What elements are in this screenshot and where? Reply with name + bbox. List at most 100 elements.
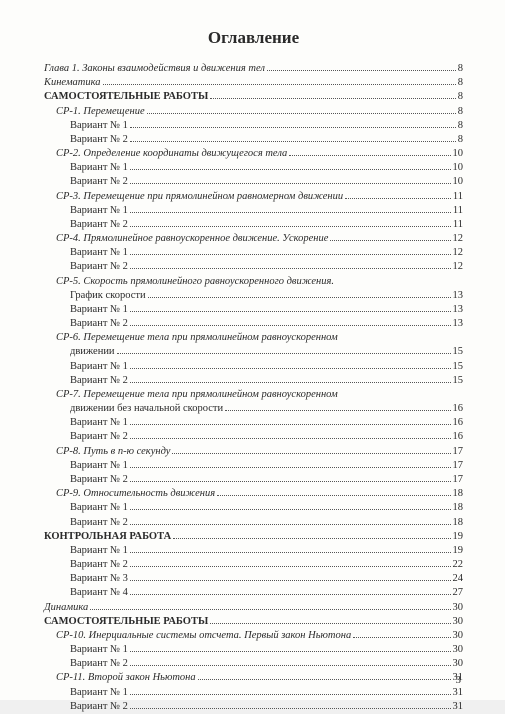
toc-dots — [289, 155, 450, 156]
toc-label: Вариант № 2 — [44, 473, 128, 487]
toc-dots — [130, 311, 451, 312]
toc-line: Вариант № 2 15 — [44, 374, 463, 388]
toc-label: СР-2. Определение координаты движущегося… — [44, 147, 287, 161]
toc-page: 19 — [453, 544, 464, 558]
toc-label: Вариант № 2 — [44, 374, 128, 388]
toc-line: Вариант № 110 — [44, 161, 463, 175]
toc-line: Вариант № 212 — [44, 260, 463, 274]
toc-line: Вариант № 213 — [44, 317, 463, 331]
toc-dots — [173, 538, 450, 539]
toc-dots — [130, 368, 451, 369]
toc-label: Вариант № 1 — [44, 544, 128, 558]
toc-dots — [147, 113, 456, 114]
toc-dots — [130, 594, 451, 595]
toc-label: СР-10. Инерциальные системы отсчета. Пер… — [44, 629, 351, 643]
toc-page: 16 — [453, 402, 464, 416]
toc-label: Вариант № 1 — [44, 303, 128, 317]
toc-dots — [210, 623, 450, 624]
toc-label: Вариант № 1 — [44, 119, 128, 133]
toc-label: СР-1. Перемещение — [44, 105, 145, 119]
toc-label: СР-3. Перемещение при прямолинейном равн… — [44, 190, 343, 204]
toc-label: КОНТРОЛЬНАЯ РАБОТА — [44, 530, 171, 544]
toc-line: Вариант № 111 — [44, 204, 463, 218]
toc-line: Кинематика 8 — [44, 76, 463, 90]
toc-line: СР-9. Относительность движения 18 — [44, 487, 463, 501]
toc-label: САМОСТОЯТЕЛЬНЫЕ РАБОТЫ — [44, 615, 208, 629]
toc-page: 18 — [453, 501, 464, 515]
toc-label: Вариант № 1 — [44, 643, 128, 657]
toc-page: 8 — [458, 90, 463, 104]
toc-line: Вариант № 18 — [44, 119, 463, 133]
toc-label: движении — [44, 345, 115, 359]
toc-dots — [130, 467, 451, 468]
toc-page: 13 — [453, 289, 464, 303]
toc-line: СР-3. Перемещение при прямолинейном равн… — [44, 190, 463, 204]
toc-dots — [103, 84, 456, 85]
toc-page: 13 — [453, 303, 464, 317]
toc-line: Вариант № 427 — [44, 586, 463, 600]
toc-dots — [345, 198, 451, 199]
toc-line: Вариант № 28 — [44, 133, 463, 147]
toc-label: Вариант № 2 — [44, 657, 128, 671]
toc-dots — [148, 297, 451, 298]
toc-line: Вариант № 1 19 — [44, 544, 463, 558]
toc-line: Вариант № 231 — [44, 700, 463, 714]
toc-dots — [130, 665, 451, 666]
toc-page: 15 — [453, 345, 464, 359]
toc-line: Вариант № 1 17 — [44, 459, 463, 473]
toc-line: Вариант № 131 — [44, 686, 463, 700]
toc-dots — [198, 679, 451, 680]
toc-line: СР-4. Прямолинейное равноускоренное движ… — [44, 232, 463, 246]
toc-label: Вариант № 1 — [44, 459, 128, 473]
toc-page: 30 — [453, 615, 464, 629]
toc-dots — [117, 353, 451, 354]
toc-page: 13 — [453, 317, 464, 331]
toc-dots — [130, 566, 451, 567]
toc-dots — [130, 183, 451, 184]
toc-page: 15 — [453, 374, 464, 388]
toc-dots — [353, 637, 450, 638]
toc-line: Вариант № 116 — [44, 416, 463, 430]
toc-dots — [130, 141, 456, 142]
toc-dots — [225, 410, 450, 411]
toc-label: Кинематика — [44, 76, 101, 90]
toc-label: Вариант № 3 — [44, 572, 128, 586]
toc-page: 12 — [453, 246, 464, 260]
toc-line: Вариант № 1 18 — [44, 501, 463, 515]
toc-line: СР-6. Перемещение тела при прямолинейном… — [44, 331, 463, 345]
toc-label: САМОСТОЯТЕЛЬНЫЕ РАБОТЫ — [44, 90, 208, 104]
toc-page: 8 — [458, 62, 463, 76]
toc-page: 10 — [453, 175, 464, 189]
toc-page: 12 — [453, 260, 464, 274]
toc-page: 8 — [458, 76, 463, 90]
toc-label: СР-9. Относительность движения — [44, 487, 215, 501]
toc-dots — [130, 438, 451, 439]
toc-page: 15 — [453, 360, 464, 374]
toc-dots — [130, 509, 451, 510]
toc-dots — [130, 651, 451, 652]
toc-line: СР-1. Перемещение8 — [44, 105, 463, 119]
toc-page: 30 — [453, 657, 464, 671]
toc-label: СР-4. Прямолинейное равноускоренное движ… — [44, 232, 328, 246]
toc-line: График скорости13 — [44, 289, 463, 303]
toc-dots — [130, 268, 451, 269]
page-container: Оглавление Глава 1. Законы взаимодействи… — [0, 0, 505, 700]
toc-line: Вариант № 217 — [44, 473, 463, 487]
toc-dots — [172, 453, 450, 454]
toc-line: САМОСТОЯТЕЛЬНЫЕ РАБОТЫ 8 — [44, 90, 463, 104]
toc-label: СР-11. Второй закон Ньютона — [44, 671, 196, 685]
toc-page: 10 — [453, 147, 464, 161]
toc-line: КОНТРОЛЬНАЯ РАБОТА19 — [44, 530, 463, 544]
toc-label: Вариант № 1 — [44, 686, 128, 700]
toc-line: Вариант № 222 — [44, 558, 463, 572]
toc-page: 17 — [453, 445, 464, 459]
toc-page: 18 — [453, 487, 464, 501]
toc-page: 27 — [453, 586, 464, 600]
toc-page: 17 — [453, 459, 464, 473]
toc-line: Вариант № 112 — [44, 246, 463, 260]
toc-dots — [90, 609, 450, 610]
toc-label: Вариант № 1 — [44, 501, 128, 515]
toc-line: Вариант № 2 30 — [44, 657, 463, 671]
toc-label: Вариант № 2 — [44, 430, 128, 444]
toc-line: движении без начальной скорости16 — [44, 402, 463, 416]
